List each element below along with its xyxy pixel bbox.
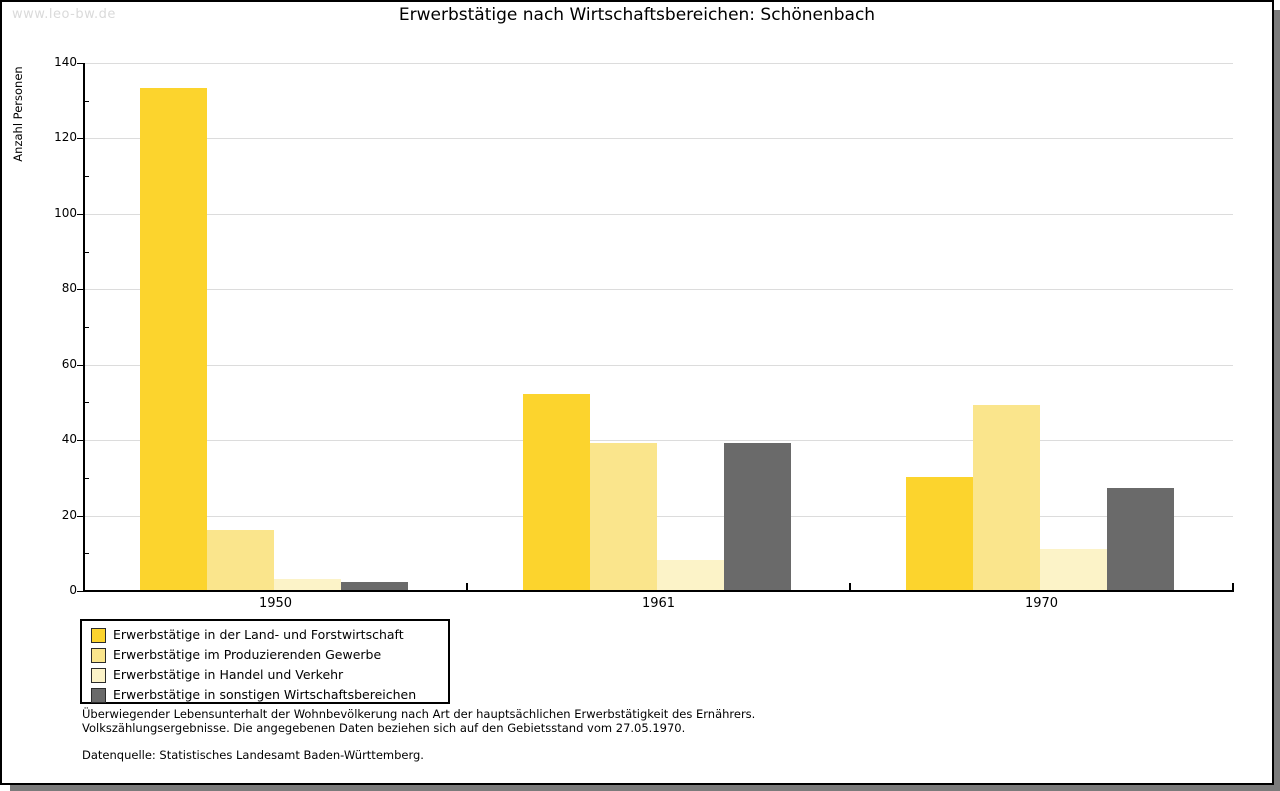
- x-category-label: 1950: [258, 596, 293, 611]
- x-category-label: 1970: [1024, 596, 1059, 611]
- bar-1950-series-4: [341, 582, 408, 590]
- y-gridline: [84, 289, 1233, 291]
- footnote-line-2: Volkszählungsergebnisse. Die angegebenen…: [82, 720, 686, 735]
- x-axis-line: [83, 590, 1234, 592]
- x-tick: [849, 583, 851, 590]
- x-category-label: 1961: [641, 596, 676, 611]
- y-tick-label: 140: [54, 55, 77, 69]
- y-tick-minor: [84, 477, 89, 479]
- y-gridline: [84, 63, 1233, 64]
- legend-label: Erwerbstätige in Handel und Verkehr: [113, 667, 344, 682]
- drop-shadow-bottom: [10, 785, 1280, 791]
- legend-row: Erwerbstätige in der Land- und Forstwirt…: [82, 625, 448, 645]
- bar-1970-series-1: [906, 476, 973, 590]
- bar-1950-series-1: [140, 88, 207, 590]
- y-tick-major: [77, 364, 84, 366]
- y-gridline: [84, 515, 1233, 517]
- y-tick-minor: [84, 176, 89, 178]
- legend-row: Erwerbstätige im Produzierenden Gewerbe: [82, 645, 448, 665]
- y-tick-minor: [84, 402, 89, 404]
- bar-1961-series-4: [724, 442, 791, 590]
- legend-row: Erwerbstätige in sonstigen Wirtschaftsbe…: [82, 685, 448, 705]
- footnote-text: Überwiegender Lebensunterhalt der Wohnbe…: [82, 707, 756, 735]
- legend-box: Erwerbstätige in der Land- und Forstwirt…: [80, 619, 450, 704]
- y-tick-label: 60: [61, 356, 77, 371]
- y-gridline: [84, 364, 1233, 366]
- bar-1961-series-2: [590, 442, 657, 590]
- y-tick-major: [77, 440, 84, 442]
- bar-1970-series-4: [1107, 488, 1174, 590]
- y-gridline: [84, 213, 1233, 215]
- bar-1950-series-2: [207, 529, 274, 590]
- legend-label: Erwerbstätige in sonstigen Wirtschaftsbe…: [113, 687, 417, 702]
- watermark-leo-bw: www.leo-bw.de: [12, 7, 116, 22]
- bar-1970-series-3: [1040, 548, 1107, 590]
- bar-1970-series-2: [973, 405, 1040, 590]
- y-tick-label: 120: [54, 130, 77, 145]
- y-tick-major: [77, 289, 84, 291]
- bar-1961-series-3: [657, 559, 724, 590]
- y-tick-minor: [84, 553, 89, 555]
- y-gridline: [84, 440, 1233, 442]
- y-tick-minor: [84, 327, 89, 328]
- footnote-line-1: Überwiegender Lebensunterhalt der Wohnbe…: [82, 707, 756, 721]
- bar-1950-series-3: [274, 578, 341, 590]
- legend-swatch-icon: [91, 688, 106, 703]
- legend-swatch-icon: [91, 648, 106, 663]
- legend-swatch-icon: [91, 628, 106, 643]
- y-tick-label: 40: [61, 432, 77, 447]
- chart-title: Erwerbstätige nach Wirtschaftsbereichen:…: [398, 5, 876, 25]
- y-tick-label: 20: [61, 507, 77, 522]
- y-tick-label: 100: [54, 205, 77, 220]
- x-tick: [466, 583, 468, 590]
- data-source-text: Datenquelle: Statistisches Landesamt Bad…: [82, 748, 424, 762]
- y-tick-major: [77, 213, 84, 215]
- x-tick: [1232, 583, 1234, 590]
- y-tick-major: [77, 138, 84, 140]
- bar-1961-series-1: [523, 393, 590, 590]
- legend-label: Erwerbstätige im Produzierenden Gewerbe: [113, 647, 382, 662]
- y-tick-major: [77, 591, 84, 592]
- y-tick-minor: [84, 100, 89, 102]
- drop-shadow-right: [1274, 10, 1280, 791]
- y-axis-line: [83, 63, 85, 592]
- y-tick-major: [77, 63, 84, 64]
- y-tick-minor: [84, 251, 89, 253]
- legend-row: Erwerbstätige in Handel und Verkehr: [82, 665, 448, 685]
- y-tick-label: 0: [69, 583, 77, 597]
- y-tick-major: [77, 515, 84, 517]
- y-axis-label: Anzahl Personen: [11, 66, 25, 162]
- legend-label: Erwerbstätige in der Land- und Forstwirt…: [113, 627, 404, 642]
- legend-swatch-icon: [91, 668, 106, 683]
- y-tick-label: 80: [61, 281, 77, 296]
- y-gridline: [84, 138, 1233, 140]
